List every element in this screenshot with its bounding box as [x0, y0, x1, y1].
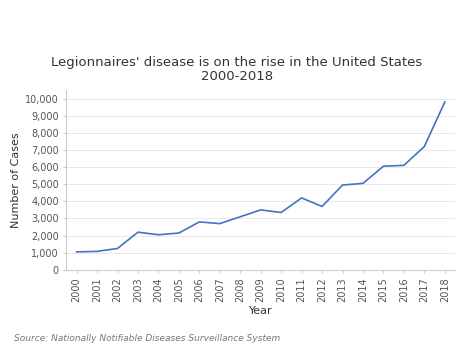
X-axis label: Year: Year — [249, 307, 273, 317]
Text: 2000-2018: 2000-2018 — [201, 70, 273, 83]
Y-axis label: Number of Cases: Number of Cases — [11, 132, 21, 228]
Text: Legionnaires' disease is on the rise in the United States: Legionnaires' disease is on the rise in … — [51, 56, 423, 69]
Text: Source: Nationally Notifiable Diseases Surveillance System: Source: Nationally Notifiable Diseases S… — [14, 334, 281, 343]
